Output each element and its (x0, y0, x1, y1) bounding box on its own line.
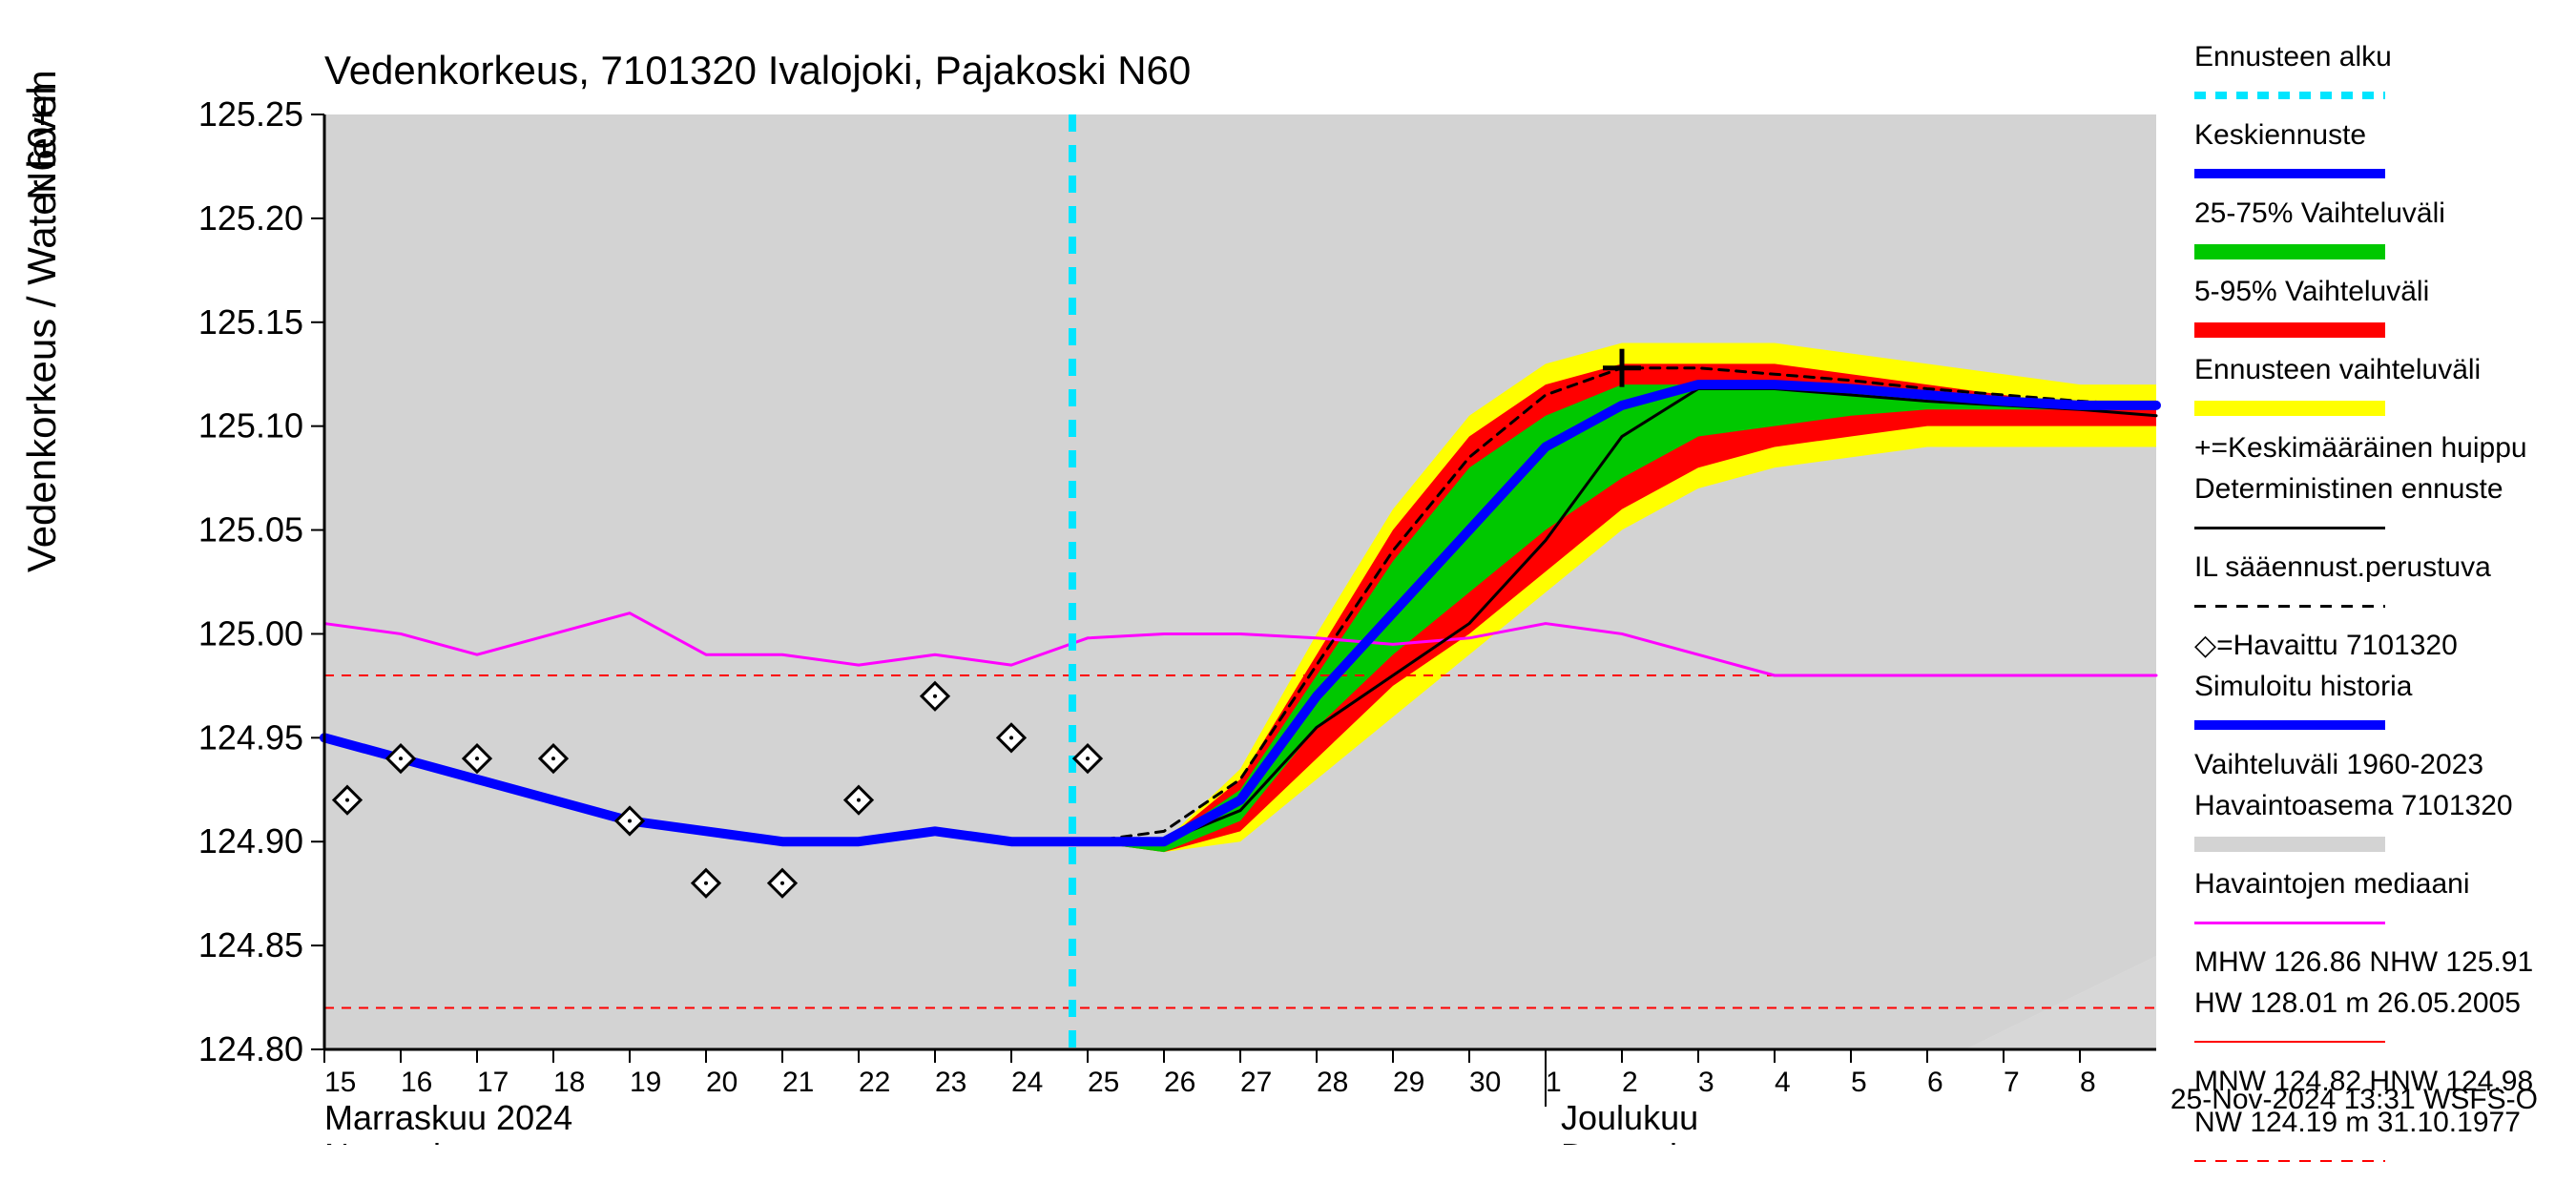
legend-label: ◇=Havaittu 7101320 (2194, 627, 2557, 664)
legend-label: HW 128.01 m 26.05.2005 (2194, 985, 2557, 1022)
legend-item: IL sääennust.perustuva (2194, 549, 2557, 623)
legend-label: Vaihteluväli 1960-2023 (2194, 746, 2557, 783)
svg-text:4: 4 (1775, 1067, 1791, 1098)
legend-item: MHW 126.86 NHW 125.91 (2194, 944, 2557, 981)
svg-text:124.90: 124.90 (198, 821, 303, 861)
legend-item: Simuloitu historia (2194, 668, 2557, 742)
svg-text:Joulukuu: Joulukuu (1561, 1098, 1698, 1137)
svg-text:6: 6 (1927, 1067, 1943, 1098)
svg-text:8: 8 (2080, 1067, 2096, 1098)
svg-text:124.80: 124.80 (198, 1029, 303, 1068)
svg-text:125.00: 125.00 (198, 613, 303, 653)
svg-text:26: 26 (1164, 1067, 1195, 1098)
chart-svg: 124.80 124.85 124.90 124.95 125.00 125.05 125.… (0, 0, 2576, 1145)
svg-text:22: 22 (859, 1067, 890, 1098)
svg-text:5: 5 (1851, 1067, 1867, 1098)
svg-text:16: 16 (401, 1067, 432, 1098)
legend-label: MHW 126.86 NHW 125.91 (2194, 944, 2557, 981)
legend-label: Ennusteen vaihteluväli (2194, 351, 2557, 388)
svg-text:27: 27 (1240, 1067, 1272, 1098)
legend-item: 25-75% Vaihteluväli (2194, 195, 2557, 269)
svg-text:124.95: 124.95 (198, 717, 303, 757)
chart-title: Vedenkorkeus, 7101320 Ivalojoki, Pajakos… (324, 48, 1191, 93)
svg-text:125.20: 125.20 (198, 198, 303, 238)
legend-swatch (2194, 401, 2385, 416)
svg-text:125.05: 125.05 (198, 510, 303, 550)
svg-text:29: 29 (1393, 1067, 1424, 1098)
svg-text:19: 19 (630, 1067, 661, 1098)
legend-item: 5-95% Vaihteluväli (2194, 273, 2557, 347)
legend-label: Keskiennuste (2194, 116, 2557, 154)
legend-item: Vaihteluväli 1960-2023 (2194, 746, 2557, 783)
svg-text:15: 15 (324, 1067, 356, 1098)
svg-text:18: 18 (553, 1067, 585, 1098)
y-axis-label-secondary: N60+m (19, 70, 65, 200)
svg-text:28: 28 (1317, 1067, 1348, 1098)
legend-item: Ennusteen alku (2194, 38, 2557, 113)
legend-label: Havaintojen mediaani (2194, 865, 2557, 902)
legend-label: IL sääennust.perustuva (2194, 549, 2557, 586)
svg-text:20: 20 (706, 1067, 737, 1098)
legend-swatch (2194, 322, 2385, 338)
chart-container: 124.80 124.85 124.90 124.95 125.00 125.05 125.… (0, 0, 2576, 1145)
legend-swatch (2194, 720, 2385, 730)
svg-text:1: 1 (1546, 1067, 1562, 1098)
svg-text:125.25: 125.25 (198, 94, 303, 134)
legend-item: Havaintojen mediaani (2194, 865, 2557, 940)
svg-text:30: 30 (1469, 1067, 1501, 1098)
svg-text:Marraskuu 2024: Marraskuu 2024 (324, 1098, 572, 1137)
svg-text:125.15: 125.15 (198, 302, 303, 342)
svg-text:124.85: 124.85 (198, 925, 303, 964)
legend-swatch (2194, 1041, 2385, 1043)
svg-text:2: 2 (1622, 1067, 1638, 1098)
legend-swatch (2194, 922, 2385, 924)
legend: Ennusteen alku Keskiennuste 25-75% Vaihtel… (2194, 38, 2557, 1182)
svg-text:21: 21 (782, 1067, 814, 1098)
svg-text:3: 3 (1698, 1067, 1714, 1098)
legend-swatch (2194, 837, 2385, 852)
svg-text:December: December (1561, 1136, 1719, 1145)
legend-item: Ennusteen vaihteluväli (2194, 351, 2557, 425)
legend-item: +=Keskimääräinen huippu (2194, 429, 2557, 467)
legend-item: Deterministinen ennuste (2194, 470, 2557, 545)
legend-item: Keskiennuste (2194, 116, 2557, 191)
svg-text:23: 23 (935, 1067, 966, 1098)
svg-text:17: 17 (477, 1067, 509, 1098)
legend-label: 25-75% Vaihteluväli (2194, 195, 2557, 232)
legend-label: Ennusteen alku (2194, 38, 2557, 75)
legend-item: Havaintoasema 7101320 (2194, 787, 2557, 861)
legend-swatch (2194, 1160, 2385, 1162)
legend-label: 5-95% Vaihteluväli (2194, 273, 2557, 310)
svg-text:24: 24 (1011, 1067, 1043, 1098)
svg-text:November: November (324, 1136, 483, 1145)
legend-label: +=Keskimääräinen huippu (2194, 429, 2557, 467)
svg-text:25: 25 (1088, 1067, 1119, 1098)
svg-text:125.10: 125.10 (198, 406, 303, 446)
legend-swatch (2194, 169, 2385, 178)
svg-text:7: 7 (2004, 1067, 2020, 1098)
legend-swatch (2194, 605, 2385, 608)
legend-label: Deterministinen ennuste (2194, 470, 2557, 508)
legend-swatch (2194, 92, 2385, 99)
legend-label: Havaintoasema 7101320 (2194, 787, 2557, 824)
legend-swatch (2194, 527, 2385, 529)
footer-text: 25-Nov-2024 13:31 WSFS-O (2171, 1084, 2538, 1116)
legend-label: Simuloitu historia (2194, 668, 2557, 705)
legend-swatch (2194, 244, 2385, 259)
legend-item: HW 128.01 m 26.05.2005 (2194, 985, 2557, 1059)
legend-item: ◇=Havaittu 7101320 (2194, 627, 2557, 664)
